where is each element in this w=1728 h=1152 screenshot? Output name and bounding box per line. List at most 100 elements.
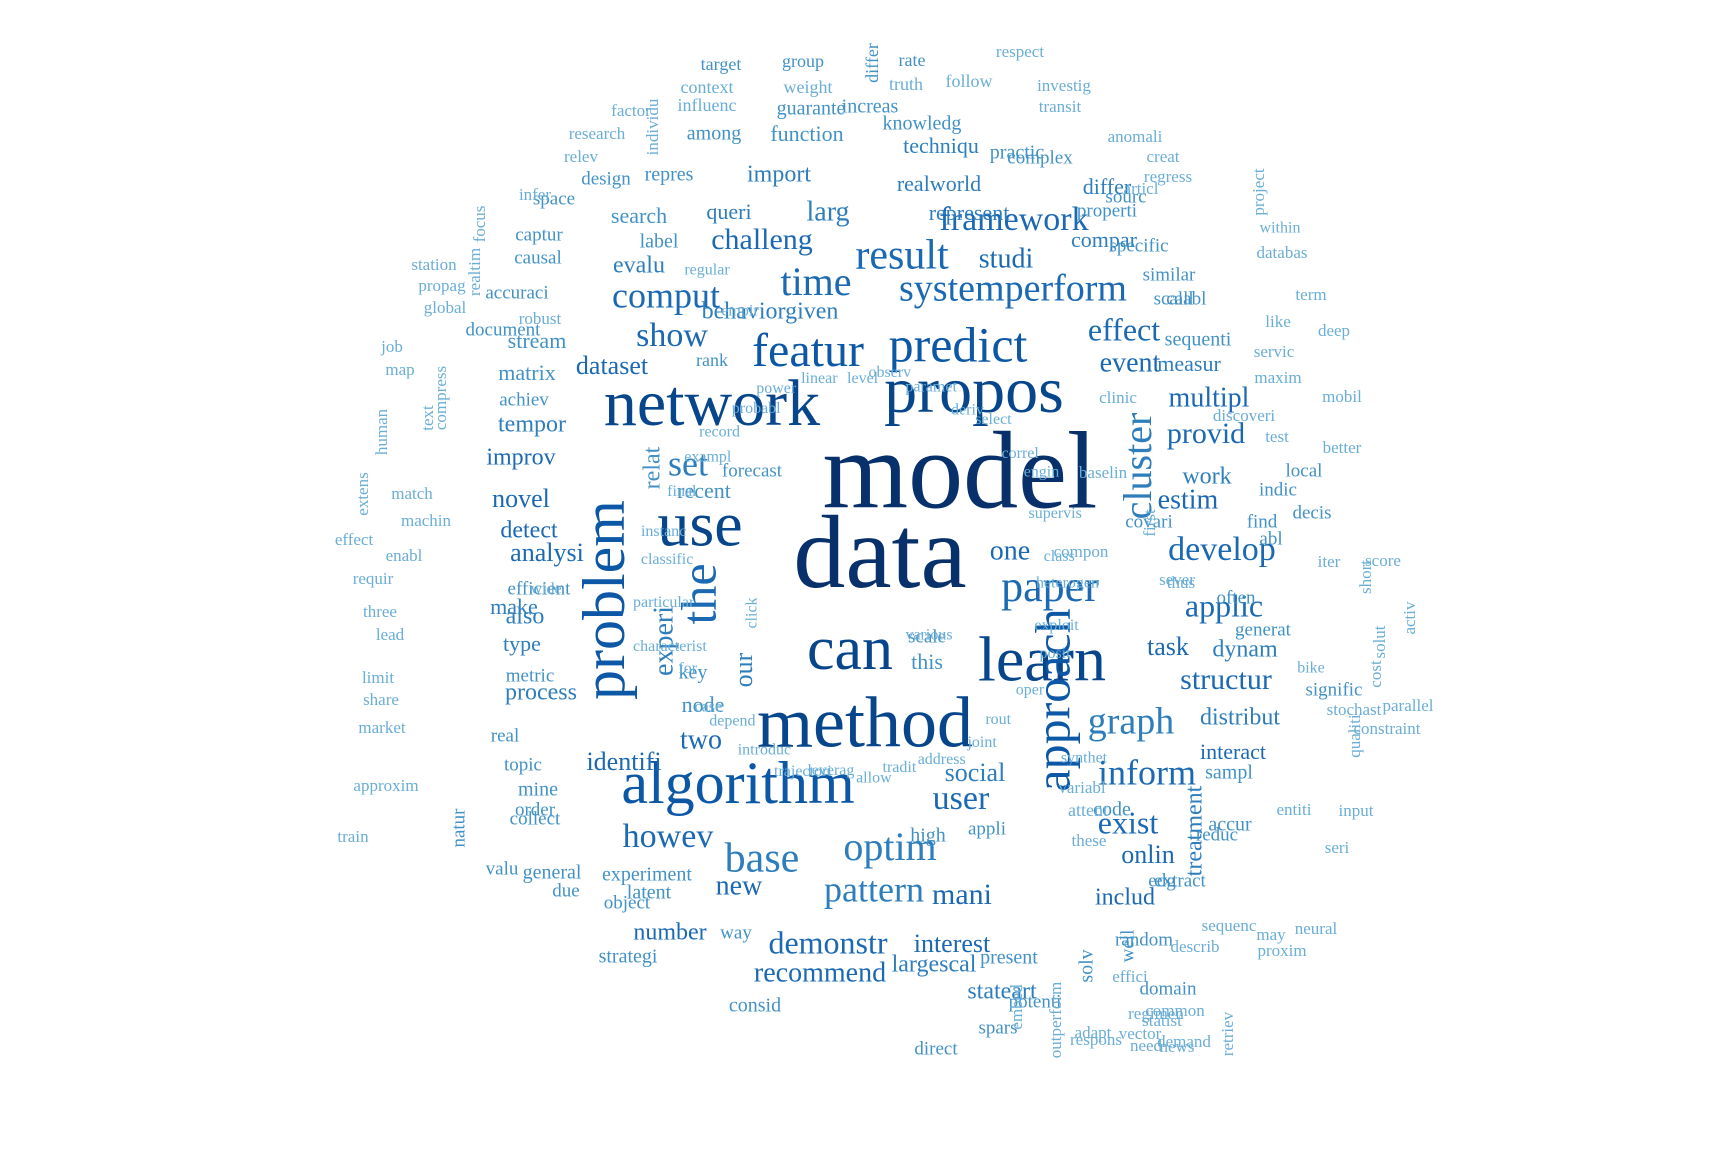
- word-make: make: [490, 594, 538, 619]
- word-tempor: tempor: [498, 412, 566, 438]
- word-social: social: [945, 758, 1006, 787]
- word-click: click: [744, 597, 761, 628]
- word-among: among: [687, 123, 741, 145]
- word-empir: empir: [721, 303, 759, 320]
- word-depend: depend: [709, 712, 755, 729]
- word-power: power: [756, 380, 797, 397]
- word-domain: domain: [1140, 978, 1197, 999]
- word-howev: howev: [623, 818, 714, 855]
- word-identifi: identifi: [586, 747, 661, 776]
- word-optim: optim: [843, 824, 936, 869]
- word-stateart: stateart: [967, 979, 1037, 1005]
- word-spars: spars: [978, 1017, 1017, 1038]
- word-supervis: supervis: [1028, 505, 1081, 522]
- word-appli: appli: [968, 818, 1006, 839]
- word-predict: predict: [889, 316, 1028, 372]
- word-maxim: maxim: [1254, 368, 1301, 387]
- word-introduc: introduc: [738, 741, 791, 758]
- word-like: like: [1265, 312, 1291, 331]
- word-generat: generat: [1235, 619, 1292, 640]
- word-regress: regress: [1144, 167, 1192, 186]
- word-three: three: [363, 602, 397, 621]
- word-interest: interest: [914, 929, 991, 958]
- word-various: various: [905, 627, 952, 644]
- word-linear: linear: [801, 370, 838, 387]
- word-exampl: exampl: [684, 449, 732, 466]
- word-leverag: leverag: [807, 762, 854, 779]
- word-scale: scale: [908, 626, 946, 647]
- word-increas: increas: [842, 96, 899, 118]
- word-key: key: [679, 662, 708, 684]
- word-sever: sever: [1159, 570, 1195, 589]
- word-featur: featur: [752, 324, 864, 377]
- word-rate: rate: [899, 50, 926, 70]
- word-truth: truth: [889, 74, 923, 94]
- word-synthet: synthet: [1061, 750, 1108, 767]
- word-databas: databas: [1257, 243, 1308, 262]
- word-select: select: [975, 411, 1012, 428]
- word-behaviorgiven: behaviorgiven: [702, 299, 839, 325]
- word-engin: engin: [1024, 463, 1060, 480]
- word-label: label: [640, 231, 679, 253]
- word-influenc: influenc: [678, 95, 737, 115]
- word-experiment: experiment: [602, 864, 692, 886]
- word-entiti: entiti: [1277, 800, 1312, 819]
- word-properti: properti: [1077, 200, 1137, 221]
- word-baselin: baselin: [1079, 463, 1128, 482]
- word-human: human: [372, 408, 391, 455]
- word-scalabl: scalabl: [1154, 288, 1207, 309]
- word-space: space: [533, 188, 575, 209]
- word-target: target: [701, 54, 742, 74]
- word-causal: causal: [514, 247, 561, 268]
- word-random: random: [1115, 929, 1173, 950]
- word-base: base: [725, 836, 800, 882]
- word-differ: differ: [1083, 174, 1132, 199]
- word-recommend: recommend: [754, 957, 886, 988]
- word-realtim: realtim: [465, 248, 484, 296]
- word-import: import: [747, 162, 811, 188]
- word-larg: larg: [806, 196, 849, 227]
- word-general: general: [523, 862, 582, 884]
- word-retriev: retriev: [1218, 1011, 1237, 1056]
- word-parallel: parallel: [1383, 696, 1434, 715]
- word-design: design: [581, 168, 631, 189]
- word-number: number: [633, 920, 706, 946]
- word-posit: posit: [1039, 645, 1071, 662]
- word-bike: bike: [1297, 660, 1325, 677]
- word-learn: learn: [978, 624, 1106, 695]
- word-research: research: [569, 124, 626, 143]
- word-method: method: [757, 683, 973, 763]
- word-practic: practic: [990, 142, 1045, 164]
- word-rout: rout: [985, 711, 1011, 728]
- word-complex: complex: [1007, 147, 1073, 168]
- word-one: one: [990, 535, 1030, 566]
- word-statist: statist: [1142, 1011, 1182, 1030]
- word-data: data: [793, 495, 966, 610]
- word-transit: transit: [1039, 97, 1082, 116]
- word-way: way: [720, 922, 752, 943]
- word-input: input: [1339, 801, 1374, 820]
- word-queri: queri: [706, 199, 751, 224]
- word-mobil: mobil: [1322, 387, 1362, 406]
- word-improv: improv: [486, 445, 555, 471]
- word-train: train: [337, 827, 369, 846]
- word-iter: iter: [1318, 552, 1341, 571]
- word-find: find: [1247, 511, 1278, 532]
- word-document: document: [466, 319, 542, 340]
- word-oper: oper: [1016, 682, 1045, 699]
- word-can: can: [807, 615, 893, 683]
- word-market: market: [358, 718, 405, 737]
- word-studi: studi: [979, 243, 1034, 274]
- word-heterogen: heterogen: [1036, 575, 1099, 592]
- word-abl: abl: [1259, 528, 1282, 549]
- word-local: local: [1286, 460, 1323, 481]
- word-share: share: [363, 690, 399, 709]
- word-effici: effici: [1112, 967, 1148, 986]
- word-forecast: forecast: [722, 460, 783, 481]
- word-outperform: outperform: [1046, 982, 1065, 1058]
- word-well: well: [1117, 930, 1138, 963]
- word-recent: recent: [677, 478, 731, 503]
- word-mine: mine: [518, 779, 558, 801]
- word-event: event: [1100, 347, 1161, 378]
- word-final: final: [667, 483, 697, 500]
